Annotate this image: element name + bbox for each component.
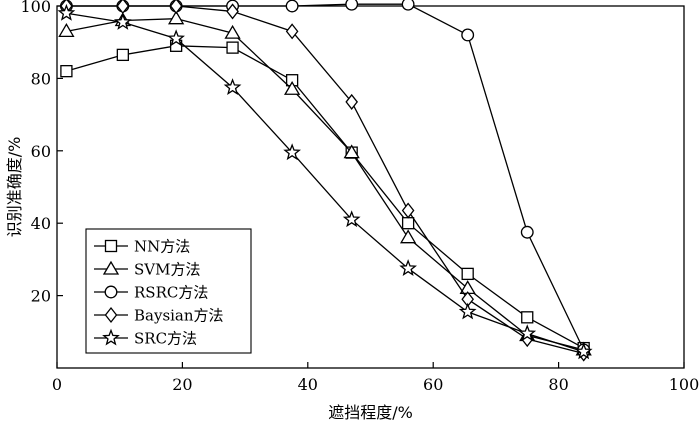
data-point [169,0,183,15]
data-point [399,229,417,244]
y-tick-label: 40 [31,214,51,233]
legend-label: RSRC方法 [134,284,208,302]
data-point [224,24,241,39]
series-line [66,45,584,349]
data-point [283,80,301,95]
data-point [574,342,593,360]
data-point [518,324,537,342]
legend: NN方法 SVM方法 RSRC方法 Baysian方法 SRC方法 [85,228,252,354]
series-line [66,5,584,355]
data-point [167,29,185,47]
legend-label: NN方法 [134,238,190,256]
data-point [458,302,477,320]
data-point [60,65,73,78]
data-point [401,217,415,230]
data-point [401,0,415,11]
data-point [226,3,239,20]
data-point [116,48,129,62]
y-tick-label: 60 [31,142,51,161]
axes: 0 20 40 60 80 100 20 40 60 80 100 [20,0,699,394]
data-point [461,28,475,42]
series-layer [57,0,593,362]
x-axis-label: 遮挡程度/% [328,403,413,422]
y-tick-label: 80 [31,69,51,88]
data-point [285,23,299,40]
legend-marker [104,306,118,324]
y-axis-label: 识别准确度/% [5,137,24,238]
data-point [167,10,185,25]
data-point [345,93,359,110]
legend-label: SVM方法 [134,261,200,279]
legend-marker [102,260,120,275]
data-point [520,225,534,239]
data-point [113,12,132,30]
data-point [342,210,361,228]
data-point [401,202,415,219]
x-tick-label: 0 [52,375,62,394]
legend-item: Baysian方法 [94,307,224,325]
x-tick-label: 80 [548,375,568,394]
x-tick-label: 60 [423,375,443,394]
data-point [57,3,76,21]
y-tick-label: 20 [31,287,51,306]
x-tick-label: 40 [298,375,318,394]
legend-marker [104,239,118,253]
legend-marker [102,328,120,346]
legend-item: SRC方法 [94,328,197,348]
x-tick-label: 100 [669,375,700,394]
data-point [521,311,534,324]
data-point [399,259,417,276]
legend-marker [104,285,118,299]
data-point [223,78,242,95]
x-tick-label: 20 [172,375,192,394]
y-tick-label: 100 [20,0,51,16]
legend-item: SVM方法 [94,261,200,279]
data-point [343,144,360,159]
legend-label: Baysian方法 [134,307,224,325]
data-point [345,0,359,11]
legend-item: RSRC方法 [94,284,208,302]
series-line [66,18,584,351]
data-point [58,23,75,37]
data-point [461,267,474,281]
legend-label: SRC方法 [134,330,197,348]
series-line [66,12,584,353]
series-4 [57,3,593,360]
legend-item: NN方法 [94,238,190,256]
data-point [285,0,299,13]
data-point [283,143,301,161]
plot-frame [56,5,685,369]
data-point [226,41,239,54]
